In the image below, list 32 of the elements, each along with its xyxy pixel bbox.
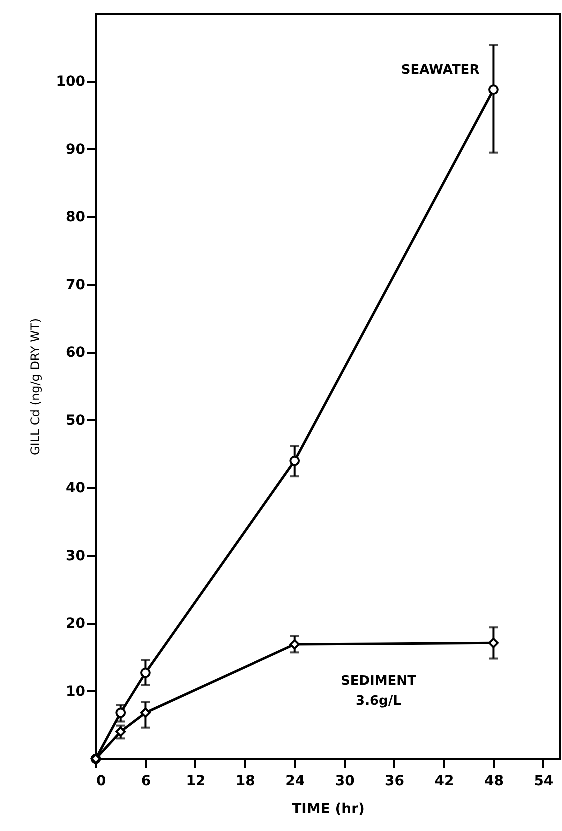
y-axis-title: GILL Cd (ng/g DRY WT) bbox=[28, 318, 42, 456]
y-tick-label: 50 bbox=[66, 412, 86, 429]
y-tick-label: 90 bbox=[66, 142, 86, 158]
point bbox=[290, 456, 300, 466]
x-tick-label: 24 bbox=[286, 774, 306, 790]
x-tick-label: 42 bbox=[434, 774, 454, 790]
x-tick-label: 30 bbox=[335, 774, 356, 790]
x-axis-title: TIME (hr) bbox=[292, 802, 365, 818]
point bbox=[488, 84, 499, 96]
text: SEDIMENT 3.6g/L bbox=[340, 674, 417, 710]
x-tick-label: 36 bbox=[385, 774, 405, 790]
point bbox=[116, 726, 126, 738]
x-tick-label: 6 bbox=[141, 774, 152, 790]
x-tick-label: 0 bbox=[96, 774, 106, 790]
point bbox=[140, 668, 151, 678]
y-tick-label: 70 bbox=[66, 277, 86, 294]
y-tick-label: 100 bbox=[56, 74, 86, 90]
point bbox=[140, 708, 151, 718]
y-tick-label: 30 bbox=[66, 548, 86, 564]
y-tick-label: 20 bbox=[66, 616, 86, 632]
x-tick-label: 48 bbox=[484, 774, 504, 790]
point bbox=[290, 639, 300, 650]
y-tick-label: 60 bbox=[66, 345, 86, 362]
point bbox=[488, 638, 499, 648]
y-tick-label: 10 bbox=[66, 684, 86, 700]
y-tick-label: 40 bbox=[66, 480, 86, 497]
x-tick-label: 18 bbox=[236, 774, 256, 790]
series-label: SEAWATER bbox=[401, 62, 480, 78]
x-tick-label: 54 bbox=[534, 774, 554, 790]
y-tick-label: 80 bbox=[66, 210, 86, 226]
x-tick-label: 12 bbox=[186, 774, 206, 790]
point bbox=[116, 708, 126, 718]
